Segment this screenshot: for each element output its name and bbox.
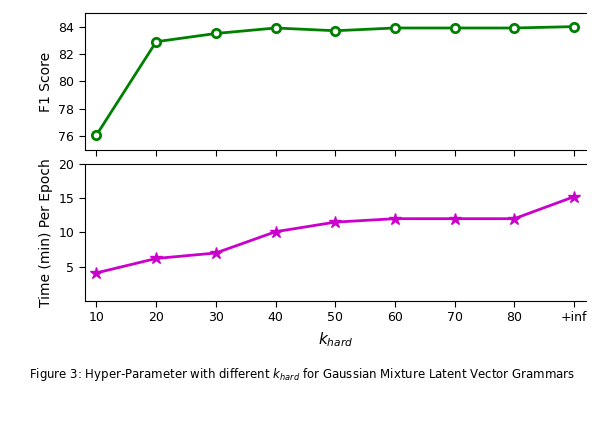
X-axis label: $k_{hard}$: $k_{hard}$ xyxy=(318,330,353,349)
Y-axis label: Time (min) Per Epoch: Time (min) Per Epoch xyxy=(39,158,53,307)
Y-axis label: F1 Score: F1 Score xyxy=(39,52,53,111)
Text: Figure 3: Hyper-Parameter with different $k_{hard}$ for Gaussian Mixture Latent : Figure 3: Hyper-Parameter with different… xyxy=(29,366,575,383)
